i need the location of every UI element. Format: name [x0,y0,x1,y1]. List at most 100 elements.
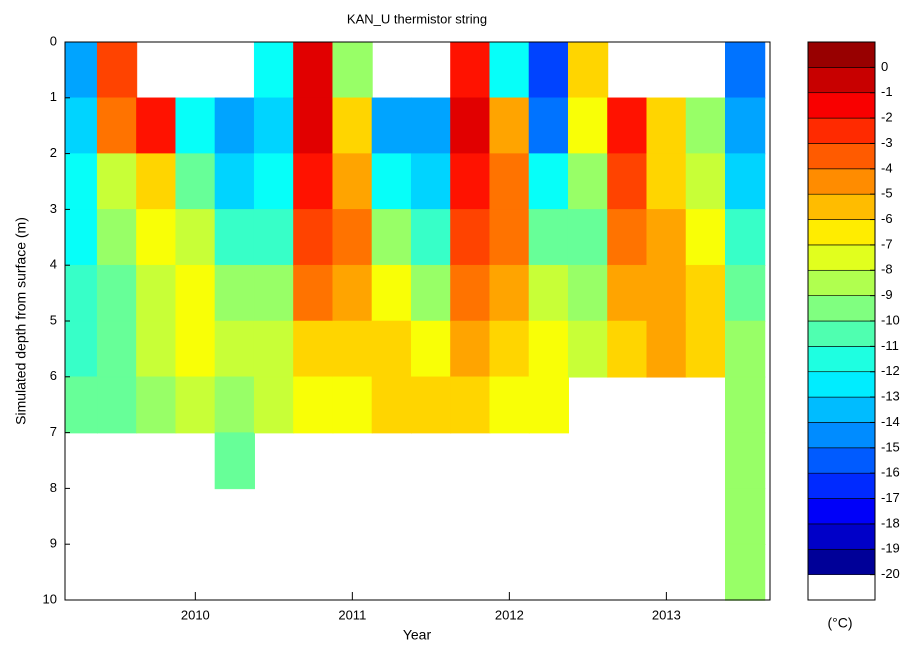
contour-cell [371,320,412,378]
contour-cell [450,209,491,266]
contour-cell [607,264,648,322]
contour-cell [489,376,530,434]
y-tick-label: 2 [50,145,57,160]
contour-cell [725,376,766,434]
contour-cell [646,264,687,322]
contour-cell [332,209,373,266]
contour-cell [253,153,295,211]
contour-cell [64,320,98,378]
contour-cell [214,320,255,378]
colorbar-tick-label: -19 [881,541,900,556]
colorbar-label: (°C) [827,615,852,631]
contour-cell [725,432,766,490]
contour-cell [685,320,727,378]
colorbar-band [807,320,876,347]
contour-cell [371,209,412,266]
contour-cell [528,153,569,211]
colorbar-tick-label: -20 [881,566,900,581]
contour-cell [332,320,373,378]
y-tick-label: 7 [50,424,57,439]
colorbar-tick-label: -3 [881,135,893,150]
contour-cell [293,264,334,322]
contour-cell [96,153,138,211]
contour-cell [725,320,766,378]
colorbar-tick-label: -1 [881,84,893,99]
contour-cell [214,432,255,490]
contour-cell [646,209,687,266]
y-tick-label: 10 [43,591,57,606]
contour-cell [567,97,609,155]
contour-cell [685,264,727,322]
colorbar-band [807,548,876,575]
colorbar-band [807,346,876,373]
x-tick-label: 2010 [181,607,210,622]
contour-cell [410,320,452,378]
contour-cell [410,376,452,434]
contour-cell [175,376,216,434]
contour-cell [646,320,687,378]
contour-cell [332,97,373,155]
colorbar-tick-label: -7 [881,236,893,251]
colorbar-tick-label: -14 [881,414,900,429]
contour-cell [332,376,373,434]
contour-cell [214,209,255,266]
colorbar-band [807,193,876,220]
contour-cell [528,320,569,378]
contour-cell [214,97,255,155]
contour-cell [96,320,138,378]
colorbar-band [807,168,876,195]
contour-cell [528,97,569,155]
contour-cell [489,97,530,155]
y-axis-label: Simulated depth from surface (m) [13,217,29,425]
contour-cell [96,264,138,322]
contour-cell [685,153,727,211]
contour-cell [450,376,491,434]
contour-cell [64,41,98,99]
contour-cell [567,320,609,378]
contour-cell [410,209,452,266]
contour-cell [175,209,216,266]
colorbar-band [807,295,876,322]
contour-cell [64,153,98,211]
contour-cell [96,209,138,266]
contour-cell [175,264,216,322]
contour-cell [528,376,569,434]
contour-cell [293,153,334,211]
contour-cell [725,264,766,322]
colorbar-tick-label: -13 [881,389,900,404]
contour-cell [567,41,609,99]
contour-cell [175,320,216,378]
colorbar-band [807,371,876,398]
contour-cell [64,209,98,266]
contour-cell [136,209,177,266]
colorbar-tick-label: -9 [881,287,893,302]
contour-cell [293,209,334,266]
y-tick-label: 8 [50,480,57,495]
contour-cell [410,264,452,322]
contour-cell [371,264,412,322]
contour-cell [410,97,452,155]
contour-cell [253,97,295,155]
contour-cell [528,264,569,322]
contour-cell [607,209,648,266]
contour-cell [489,41,530,99]
contour-cell [136,320,177,378]
contour-cell [450,97,491,155]
contour-cell [96,376,138,434]
contour-cell [725,209,766,266]
contour-cell [175,153,216,211]
colorbar-band [807,447,876,474]
contour-cell [450,320,491,378]
contour-cell [253,41,295,99]
contour-cell [725,543,766,601]
contour-cell [293,376,334,434]
contour-cell [725,153,766,211]
contour-cell [450,153,491,211]
contour-cell [253,376,295,434]
colorbar-tick-label: -12 [881,363,900,378]
colorbar-tick-label: -2 [881,110,893,125]
contour-cell [64,97,98,155]
colorbar-band [807,472,876,499]
contour-cell [96,97,138,155]
contour-cell [253,264,295,322]
